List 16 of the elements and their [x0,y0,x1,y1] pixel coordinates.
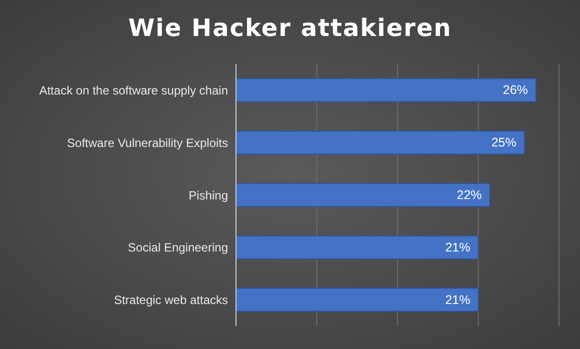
y-tick-label: Pishing [188,188,228,202]
data-label: 21% [445,292,470,307]
data-label: 25% [491,136,516,150]
bar [236,78,536,102]
data-label: 26% [502,83,528,98]
bar [236,235,479,260]
bar [236,288,479,312]
data-label: 22% [456,188,482,202]
data-label: 21% [445,240,470,254]
y-tick-label: Strategic web attacks [114,293,228,308]
bar [236,130,525,155]
chart-title: Wie Hacker attakieren [127,14,453,42]
y-tick-label: Attack on the software supply chain [39,83,228,98]
y-tick-label: Social Engineering [128,240,228,255]
y-tick-label: Software Vulnerability Exploits [67,136,228,150]
bar [236,182,490,207]
